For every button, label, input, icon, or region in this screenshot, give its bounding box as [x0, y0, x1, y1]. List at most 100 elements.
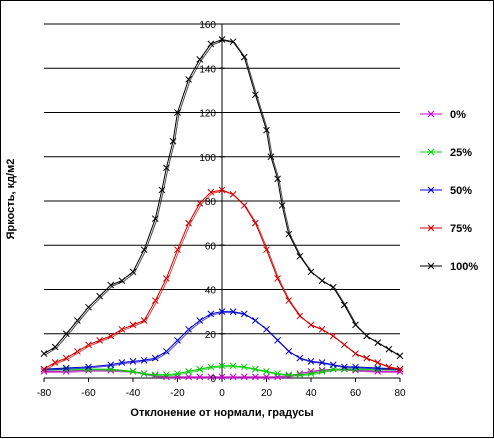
- legend-label: 0%: [450, 109, 466, 121]
- data-point: [207, 373, 215, 381]
- data-point: [252, 219, 259, 227]
- data-point: [229, 308, 237, 315]
- legend-marker: [427, 262, 435, 270]
- data-point: [252, 365, 259, 373]
- legend-marker: [427, 224, 435, 232]
- data-point: [207, 363, 215, 371]
- y-tick-label: 140: [199, 64, 216, 75]
- data-point: [218, 373, 226, 381]
- x-tick-label: 20: [261, 388, 273, 399]
- data-point: [274, 275, 281, 282]
- data-point: [151, 297, 159, 304]
- data-point: [263, 126, 270, 134]
- legend: 0% 25% 50% 75% 100%: [420, 109, 478, 273]
- data-point: [296, 354, 304, 362]
- data-point: [163, 275, 170, 282]
- data-point: [240, 310, 248, 318]
- data-point: [296, 312, 304, 320]
- data-point: [263, 325, 270, 333]
- x-axis-title: Отклонение от нормали, градусы: [130, 407, 313, 419]
- data-point: [218, 362, 226, 370]
- series-line: [43, 311, 401, 370]
- data-point: [140, 317, 148, 324]
- data-point: [185, 75, 192, 83]
- data-point: [163, 164, 170, 172]
- data-point: [363, 332, 370, 340]
- data-point: [196, 317, 204, 324]
- data-point: [363, 354, 370, 362]
- x-tick-label: 80: [394, 388, 406, 399]
- data-point: [51, 359, 59, 366]
- data-point: [329, 332, 337, 340]
- data-point: [129, 268, 137, 276]
- data-point: [174, 370, 181, 377]
- data-point: [274, 337, 281, 344]
- legend-marker: [427, 110, 435, 118]
- data-point: [196, 199, 204, 207]
- data-point: [107, 281, 115, 289]
- data-point: [174, 337, 181, 344]
- data-point: [85, 341, 92, 349]
- data-point: [341, 363, 348, 371]
- data-point: [374, 339, 382, 346]
- data-point: [329, 361, 337, 369]
- data-point: [85, 303, 92, 311]
- data-point: [374, 359, 382, 366]
- data-point: [352, 350, 359, 358]
- legend-item: 0%: [420, 109, 466, 121]
- y-axis-title: Яркость, кд/м2: [5, 159, 17, 240]
- data-point: [278, 202, 286, 209]
- data-point: [307, 358, 315, 365]
- data-point: [341, 341, 348, 349]
- data-point: [118, 277, 126, 285]
- data-point: [40, 350, 48, 358]
- data-point: [285, 371, 293, 379]
- data-point: [318, 277, 326, 285]
- data-point: [62, 330, 70, 338]
- x-tick-label: 0: [219, 388, 225, 399]
- data-point: [185, 325, 192, 333]
- data-point: [96, 292, 103, 300]
- data-point: [140, 356, 148, 364]
- data-point: [151, 354, 159, 362]
- data-point: [74, 348, 81, 355]
- data-point: [207, 310, 215, 318]
- data-point: [196, 365, 204, 373]
- data-point: [140, 370, 148, 377]
- data-point: [285, 230, 293, 238]
- x-tick-label: -60: [81, 388, 96, 399]
- data-point: [62, 364, 70, 372]
- data-point: [163, 348, 170, 355]
- data-point: [40, 365, 48, 373]
- data-point: [229, 191, 237, 198]
- data-point: [307, 321, 315, 329]
- data-point: [240, 363, 248, 371]
- data-point: [185, 373, 192, 381]
- data-point: [218, 36, 226, 43]
- data-point: [196, 56, 204, 63]
- y-tick-label: 60: [205, 241, 217, 252]
- y-tick-label: 80: [205, 197, 217, 208]
- data-point: [196, 373, 204, 381]
- tick-labels: 0 20 40 60 80 100 120 140 160 -80 -60 -40 -20 0 20 40 60…: [37, 20, 406, 399]
- legend-item: 75%: [420, 223, 472, 235]
- data-point: [352, 363, 359, 371]
- data-point: [107, 332, 115, 340]
- data-point: [151, 215, 159, 223]
- data-point: [352, 321, 359, 329]
- data-point: [96, 337, 103, 344]
- data-point: [174, 246, 181, 254]
- x-tick-label: 60: [350, 388, 362, 399]
- data-point: [240, 53, 248, 61]
- data-point: [318, 359, 326, 366]
- data-point: [296, 371, 304, 379]
- legend-label: 100%: [450, 261, 478, 273]
- data-point: [51, 343, 59, 351]
- legend-item: 50%: [420, 185, 472, 197]
- data-point: [229, 38, 237, 46]
- legend-label: 75%: [450, 223, 472, 235]
- y-tick-label: 120: [199, 109, 216, 120]
- legend-label: 50%: [450, 185, 472, 197]
- data-point: [374, 364, 382, 372]
